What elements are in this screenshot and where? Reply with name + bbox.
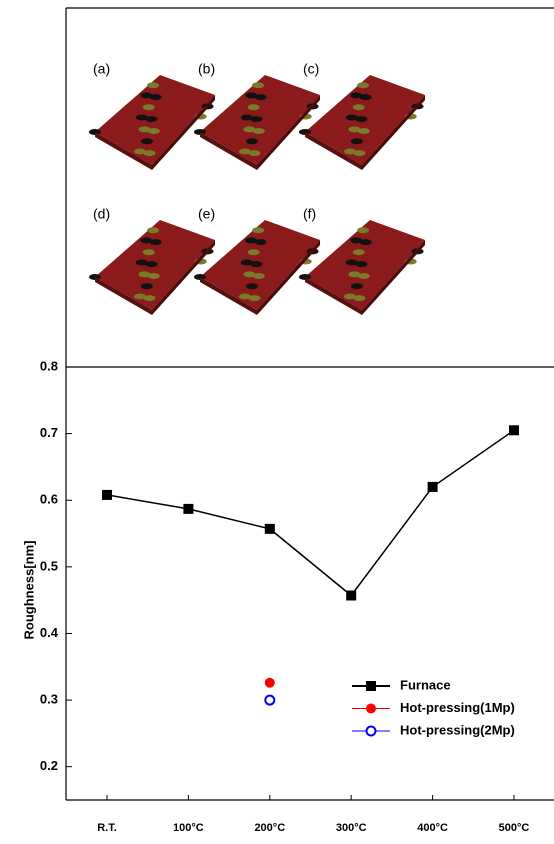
y-axis-label: Roughness[nm] (21, 541, 36, 640)
afm-blob (143, 104, 155, 110)
marker (509, 425, 519, 435)
afm-blob (344, 148, 356, 154)
afm-blob (138, 126, 150, 132)
afm-blob (241, 114, 253, 120)
afm-blob (243, 126, 255, 132)
legend-label: Furnace (400, 677, 451, 692)
afm-blob (143, 249, 155, 255)
x-tick-label: 400°C (417, 822, 448, 834)
y-tick-label: 0.5 (40, 558, 58, 573)
afm-blob (252, 227, 264, 233)
marker (428, 482, 438, 492)
marker (346, 590, 356, 600)
afm-blob (136, 114, 148, 120)
marker (183, 504, 193, 514)
afm-blob (141, 138, 153, 144)
afm-blob (350, 237, 362, 243)
panel-label: (f) (303, 206, 316, 222)
afm-blob (239, 293, 251, 299)
y-tick-label: 0.4 (40, 625, 59, 640)
afm-blob (252, 82, 264, 88)
afm-blob (348, 271, 360, 277)
afm-blob (140, 237, 152, 243)
afm-blob (346, 259, 358, 265)
marker (367, 727, 376, 736)
afm-blob (140, 92, 152, 98)
panel-label: (e) (198, 206, 215, 222)
afm-blob (351, 283, 363, 289)
afm-blob (245, 237, 257, 243)
afm-blob (350, 92, 362, 98)
afm-blob (344, 293, 356, 299)
marker (265, 524, 275, 534)
afm-blob (241, 259, 253, 265)
panel-label: (b) (198, 61, 215, 77)
afm-blob (357, 82, 369, 88)
afm-blob (134, 293, 146, 299)
afm-blob (346, 114, 358, 120)
afm-blob (353, 249, 365, 255)
afm-blob (351, 138, 363, 144)
x-tick-label: R.T. (97, 822, 117, 834)
y-tick-label: 0.8 (40, 358, 58, 373)
panel-label: (d) (93, 206, 110, 222)
legend-label: Hot-pressing(2Mp) (400, 722, 515, 737)
figure: (a) (b) (c) (d) (e) (f) Roughness[nm] 0.2 0.3 0… (0, 0, 554, 839)
afm-images: (a) (b) (c) (d) (e) (f) (89, 61, 425, 315)
series-line (107, 430, 514, 595)
afm-blob (248, 104, 260, 110)
afm-blob (134, 148, 146, 154)
x-tick-label: 500°C (499, 822, 530, 834)
afm-blob (248, 249, 260, 255)
afm-blob (147, 227, 159, 233)
afm-blob (136, 259, 148, 265)
marker (265, 696, 274, 705)
panel-label: (a) (93, 61, 110, 77)
y-tick-label: 0.3 (40, 692, 58, 707)
afm-blob (138, 271, 150, 277)
afm-blob (239, 148, 251, 154)
afm-blob (353, 104, 365, 110)
afm-blob (243, 271, 255, 277)
afm-blob (357, 227, 369, 233)
marker (366, 704, 376, 714)
y-tick-label: 0.2 (40, 758, 58, 773)
x-tick-label: 200°C (254, 822, 285, 834)
legend-label: Hot-pressing(1Mp) (400, 700, 515, 715)
x-tick-label: 300°C (336, 822, 367, 834)
y-tick-label: 0.7 (40, 425, 58, 440)
x-tick-label: 100°C (173, 822, 204, 834)
marker (366, 681, 376, 691)
marker (265, 678, 275, 688)
panel-label: (c) (303, 61, 319, 77)
y-tick-label: 0.6 (40, 492, 58, 507)
afm-blob (246, 283, 258, 289)
afm-blob (141, 283, 153, 289)
afm-blob (246, 138, 258, 144)
afm-blob (348, 126, 360, 132)
afm-blob (245, 92, 257, 98)
afm-blob (147, 82, 159, 88)
marker (102, 490, 112, 500)
